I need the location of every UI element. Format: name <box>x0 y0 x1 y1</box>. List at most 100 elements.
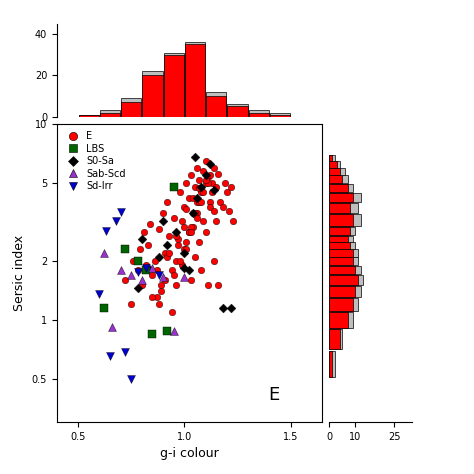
Point <box>170 271 177 279</box>
Point <box>191 210 199 217</box>
Point <box>151 257 158 265</box>
Point <box>121 276 128 283</box>
Point <box>164 199 171 206</box>
Point <box>129 257 137 265</box>
Point <box>100 304 108 312</box>
Point <box>157 287 165 295</box>
Bar <box>329 329 342 349</box>
Bar <box>329 275 363 285</box>
Bar <box>329 236 347 242</box>
Point <box>136 246 144 253</box>
Bar <box>79 115 99 117</box>
Point <box>146 220 154 228</box>
Point <box>112 217 120 225</box>
Point <box>185 228 192 236</box>
Point <box>223 188 231 196</box>
Point <box>145 242 152 249</box>
Point <box>121 246 128 253</box>
Bar <box>248 112 269 117</box>
Point <box>225 207 233 215</box>
Bar <box>329 249 353 256</box>
Point <box>172 232 180 239</box>
Bar <box>206 96 226 117</box>
Point <box>172 282 180 289</box>
Point <box>200 167 207 174</box>
Bar <box>329 227 350 235</box>
Y-axis label: Sersic index: Sersic index <box>13 235 26 311</box>
Bar <box>329 286 361 297</box>
Point <box>191 154 199 161</box>
Point <box>189 223 197 230</box>
Point <box>182 205 190 212</box>
Point <box>210 207 218 215</box>
Point <box>162 249 169 256</box>
Point <box>187 228 194 236</box>
Bar <box>329 298 358 311</box>
Point <box>106 353 114 360</box>
Bar <box>329 192 361 202</box>
Point <box>181 223 188 230</box>
Point <box>185 228 192 236</box>
Bar <box>329 175 347 183</box>
Point <box>138 282 146 289</box>
Bar <box>329 351 335 377</box>
Bar <box>329 168 345 175</box>
Point <box>140 228 148 236</box>
Point <box>176 188 184 196</box>
Point <box>109 323 116 330</box>
Point <box>181 264 188 271</box>
Point <box>210 164 218 172</box>
Point <box>164 327 171 334</box>
Bar <box>329 242 350 249</box>
Point <box>202 180 210 187</box>
Point <box>121 349 128 356</box>
Point <box>193 164 201 172</box>
Bar <box>248 110 269 117</box>
Point <box>142 264 150 271</box>
Point <box>206 172 214 179</box>
Point <box>202 176 210 184</box>
Bar <box>329 286 356 297</box>
Bar <box>206 92 226 117</box>
Point <box>149 294 156 301</box>
Bar <box>270 115 290 117</box>
Point <box>215 170 222 177</box>
Point <box>202 228 210 236</box>
Point <box>164 242 171 249</box>
Bar <box>329 236 353 242</box>
Point <box>206 203 214 210</box>
Point <box>198 266 205 273</box>
Point <box>215 282 222 289</box>
Point <box>159 273 167 281</box>
Point <box>178 217 186 225</box>
Point <box>182 180 190 187</box>
Point <box>228 183 235 191</box>
Point <box>228 304 235 312</box>
Point <box>198 183 205 191</box>
Point <box>168 308 175 316</box>
Point <box>202 172 210 179</box>
Point <box>181 249 188 256</box>
Point <box>166 232 173 239</box>
Point <box>200 188 207 196</box>
Point <box>204 173 211 181</box>
Bar <box>329 227 356 235</box>
Point <box>174 242 182 249</box>
Bar <box>329 329 340 349</box>
Bar <box>329 265 361 274</box>
Point <box>212 183 220 191</box>
Point <box>191 183 199 191</box>
Bar <box>329 161 340 167</box>
Bar <box>79 115 99 117</box>
Bar <box>329 249 358 256</box>
Point <box>142 262 150 269</box>
Point <box>155 301 163 308</box>
Point <box>174 235 182 243</box>
Point <box>189 210 197 217</box>
Point <box>204 282 211 289</box>
Point <box>162 276 169 283</box>
Bar <box>100 110 120 117</box>
Bar <box>329 214 361 226</box>
Bar <box>164 53 184 117</box>
Text: E: E <box>268 386 279 404</box>
